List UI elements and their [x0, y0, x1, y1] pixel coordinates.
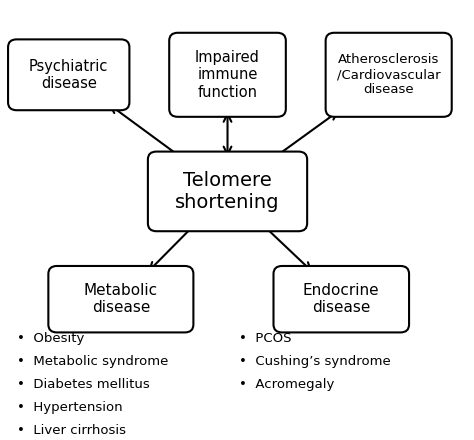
FancyBboxPatch shape — [8, 39, 129, 110]
Text: Telomere
shortening: Telomere shortening — [175, 171, 280, 212]
Text: Psychiatric
disease: Psychiatric disease — [29, 59, 109, 91]
Text: •  PCOS: • PCOS — [239, 332, 292, 345]
Text: •  Obesity: • Obesity — [17, 332, 84, 345]
Text: Endocrine
disease: Endocrine disease — [303, 283, 380, 315]
Text: •  Cushing’s syndrome: • Cushing’s syndrome — [239, 355, 391, 368]
Text: •  Metabolic syndrome: • Metabolic syndrome — [17, 355, 168, 368]
Text: Impaired
immune
function: Impaired immune function — [195, 50, 260, 100]
Text: Metabolic
disease: Metabolic disease — [84, 283, 158, 315]
Text: •  Acromegaly: • Acromegaly — [239, 378, 335, 391]
FancyBboxPatch shape — [48, 266, 193, 333]
FancyBboxPatch shape — [326, 33, 452, 117]
FancyBboxPatch shape — [273, 266, 409, 333]
Text: •  Liver cirrhosis: • Liver cirrhosis — [17, 424, 126, 437]
FancyBboxPatch shape — [148, 151, 307, 231]
Text: •  Hypertension: • Hypertension — [17, 401, 122, 414]
FancyBboxPatch shape — [169, 33, 286, 117]
Text: Atherosclerosis
/Cardiovascular
disease: Atherosclerosis /Cardiovascular disease — [337, 53, 440, 96]
Text: •  Diabetes mellitus: • Diabetes mellitus — [17, 378, 149, 391]
